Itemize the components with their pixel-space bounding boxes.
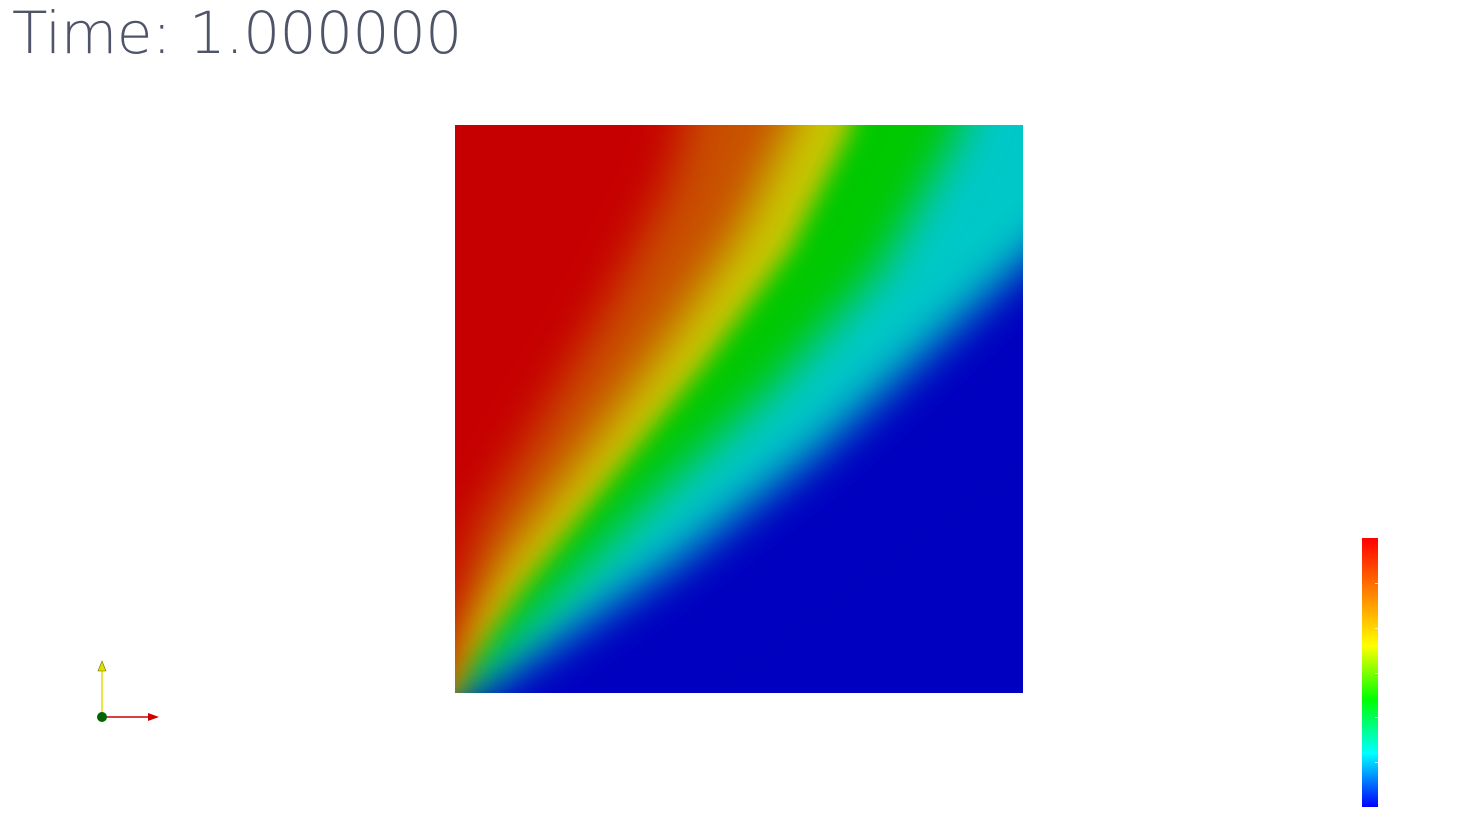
orientation-axes[interactable] xyxy=(90,655,170,735)
color-legend[interactable] xyxy=(1362,538,1378,807)
color-legend-tick xyxy=(1375,583,1378,584)
color-legend-tick xyxy=(1375,717,1378,718)
color-legend-tick xyxy=(1375,673,1378,674)
field-band-red xyxy=(455,125,684,600)
color-legend-tick xyxy=(1375,762,1378,763)
color-legend-tick xyxy=(1375,628,1378,629)
field-band-deep-blue xyxy=(638,403,1023,693)
z-axis-dot-icon xyxy=(97,712,107,722)
y-axis-arrow-icon xyxy=(97,660,107,672)
time-annotation: Time: 1.000000 xyxy=(12,0,462,67)
x-axis-arrow-icon xyxy=(148,713,159,721)
field-surface xyxy=(455,125,1023,693)
